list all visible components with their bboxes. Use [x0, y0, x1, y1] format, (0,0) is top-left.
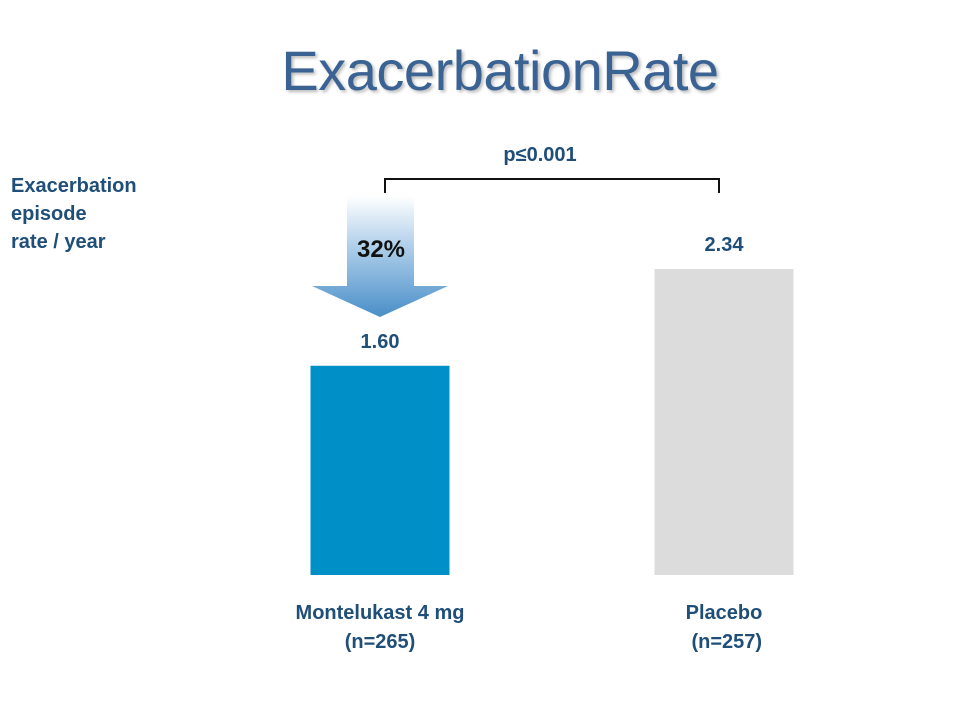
reduction-percent-label: 32% — [356, 236, 406, 263]
bars-layer — [310, 269, 794, 575]
bar-value-label-2: 2.34 — [704, 234, 744, 256]
y-axis-label-line-1: Exacerbation — [11, 175, 137, 197]
significance-bracket — [384, 178, 720, 193]
chart-title: ExacerbationRate — [281, 39, 719, 102]
y-axis-label: Exacerbation episode rate / year — [11, 172, 181, 256]
category-label-1-line-1: Montelukast 4 mg — [295, 602, 465, 624]
bar-2 — [654, 269, 794, 575]
category-label-2-line-2: (n=257) — [685, 631, 763, 653]
reduction-arrow-icon — [312, 196, 448, 317]
bar-1 — [310, 365, 450, 575]
p-value-annotation: p≤0.001 — [503, 144, 577, 166]
category-label-2: Placebo (n=257) — [594, 599, 854, 657]
category-label-2-line-1: Placebo — [685, 602, 763, 624]
y-axis-label-line-2: episode — [11, 203, 87, 225]
category-label-1-line-2: (n=265) — [344, 631, 416, 653]
bar-value-label-1: 1.60 — [360, 330, 400, 353]
y-axis-label-line-3: rate / year — [11, 231, 106, 253]
category-label-1: Montelukast 4 mg (n=265) — [250, 599, 510, 657]
